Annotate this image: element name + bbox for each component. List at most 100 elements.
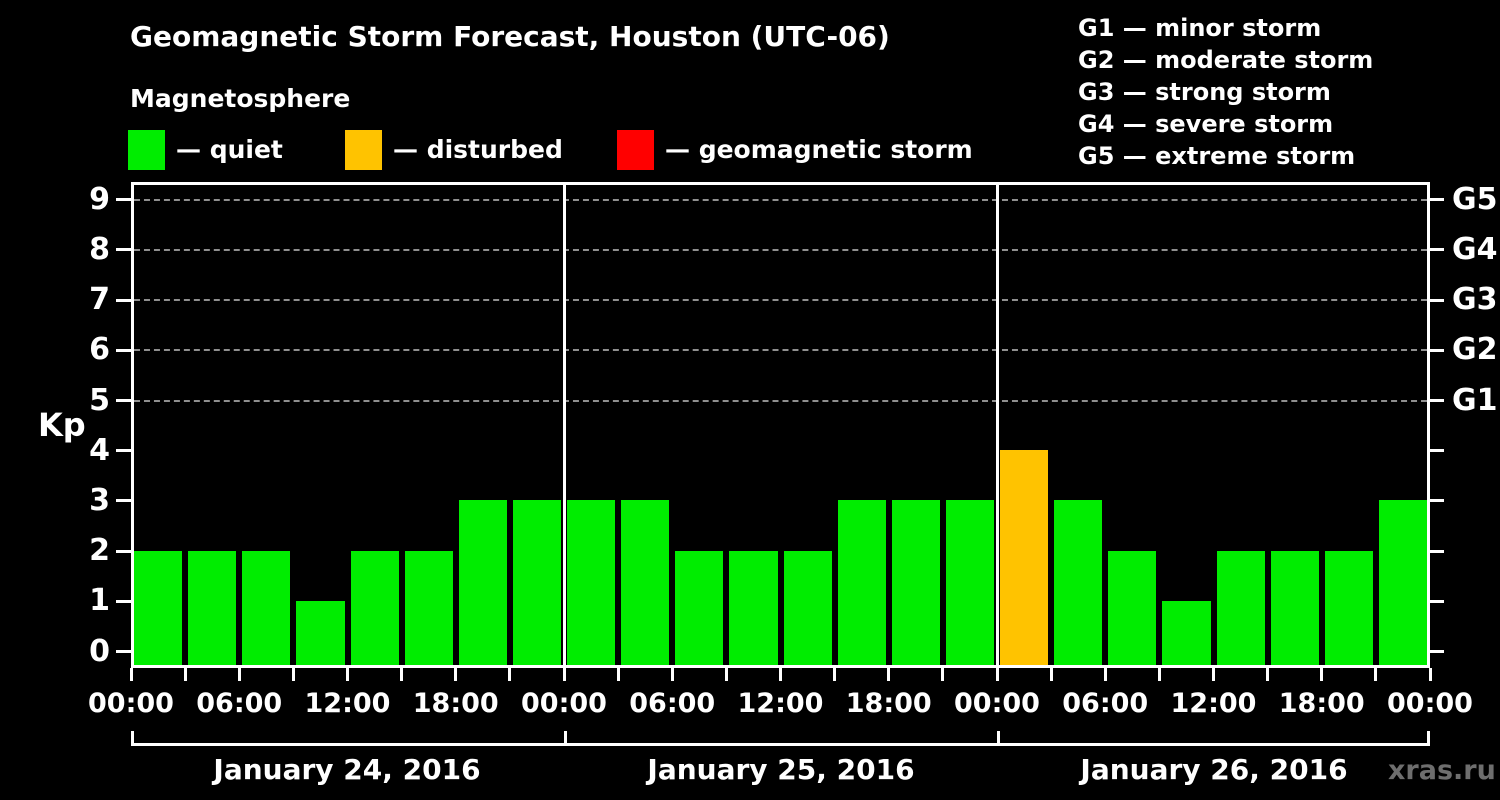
y-axis-tick-right-4: [1429, 449, 1444, 453]
disturbed-swatch: [345, 130, 382, 170]
day-separator-1: [562, 185, 566, 665]
kp-axis-label: Kp: [38, 406, 86, 444]
y-tick-label-1: 1: [89, 583, 110, 619]
g-scale-label-g3: G3: [1452, 282, 1498, 318]
gridline-kp6: [134, 349, 1427, 352]
y-tick-label-4: 4: [89, 432, 110, 468]
kp-bar-day1-slot2: [188, 550, 237, 665]
y-axis-tick-9: [116, 198, 131, 202]
x-axis-tick-3: [291, 668, 295, 681]
kp-bar-day3-slot2: [1054, 500, 1103, 665]
y-axis-tick-right-6: [1429, 348, 1444, 352]
x-axis-tick-0: [129, 668, 133, 681]
kp-bar-day1-slot5: [350, 550, 399, 665]
y-axis-tick-right-0: [1429, 650, 1444, 653]
x-axis-tick-2: [237, 668, 241, 681]
xras-watermark: xras.ru: [1388, 755, 1496, 786]
g-scale-label-g1: G1: [1452, 382, 1498, 418]
x-axis-tick-5: [400, 668, 404, 681]
kp-bar-day2-slot3: [675, 550, 724, 665]
bracket-stub-1: [564, 731, 567, 746]
x-axis-tick-16: [995, 668, 999, 681]
y-axis-tick-0: [116, 650, 131, 653]
kp-bar-day1-slot1: [134, 550, 183, 665]
x-axis-tick-22: [1320, 668, 1324, 681]
y-tick-label-0: 0: [89, 633, 110, 669]
quiet-legend-label: — quiet: [176, 135, 283, 164]
magnetosphere-label: Magnetosphere: [130, 84, 351, 113]
kp-bar-day1-slot6: [404, 550, 453, 665]
kp-bar-day3-slot1: [1000, 450, 1049, 665]
y-tick-label-6: 6: [89, 332, 110, 368]
time-label-10: 12:00: [1170, 688, 1257, 719]
time-label-11: 18:00: [1278, 688, 1365, 719]
time-label-0: 00:00: [88, 688, 174, 719]
x-axis-tick-11: [724, 668, 728, 681]
y-tick-label-2: 2: [89, 533, 110, 569]
kp-bar-day1-slot8: [512, 500, 561, 665]
y-tick-label-7: 7: [89, 282, 110, 318]
x-axis-tick-6: [454, 668, 458, 681]
y-axis-tick-right-1: [1429, 599, 1444, 603]
y-axis-tick-right-9: [1429, 198, 1444, 202]
g-scale-label-g2: G2: [1452, 332, 1498, 368]
y-axis-tick-3: [116, 499, 131, 503]
g2-legend-line: G2 — moderate storm: [1078, 46, 1374, 74]
gridline-kp8: [134, 248, 1427, 251]
g-scale-label-g5: G5: [1452, 181, 1498, 217]
x-axis-tick-7: [508, 668, 512, 681]
y-axis-tick-7: [116, 298, 131, 302]
time-label-4: 00:00: [521, 688, 607, 719]
x-axis-tick-13: [833, 668, 837, 681]
g3-legend-line: G3 — strong storm: [1078, 78, 1331, 106]
x-axis-tick-18: [1103, 668, 1107, 681]
kp-bar-day2-slot5: [783, 550, 832, 665]
g-scale-label-g4: G4: [1452, 231, 1498, 267]
time-label-7: 18:00: [845, 688, 932, 719]
day-separator-2: [995, 185, 999, 665]
y-axis-tick-6: [116, 348, 131, 352]
quiet-swatch: [128, 130, 165, 170]
kp-bar-day2-slot6: [837, 500, 886, 665]
kp-bar-day3-slot3: [1108, 550, 1157, 665]
x-axis-tick-19: [1157, 668, 1161, 681]
disturbed-legend-label: — disturbed: [393, 135, 563, 164]
chart-title: Geomagnetic Storm Forecast, Houston (UTC…: [130, 20, 890, 53]
x-axis-tick-8: [562, 668, 566, 681]
y-axis-tick-5: [116, 399, 131, 402]
y-axis-tick-right-5: [1429, 399, 1444, 402]
x-axis-tick-9: [616, 668, 620, 681]
x-axis-tick-24: [1428, 668, 1432, 681]
kp-bar-day1-slot7: [458, 500, 507, 665]
day-bracket-line: [131, 743, 1430, 746]
y-axis-tick-4: [116, 449, 131, 453]
kp-bar-day3-slot6: [1270, 550, 1319, 665]
storm-legend-label: — geomagnetic storm: [665, 135, 973, 164]
y-tick-label-3: 3: [89, 482, 110, 518]
kp-bar-day2-slot4: [729, 550, 778, 665]
time-label-6: 12:00: [737, 688, 824, 719]
y-axis-tick-2: [116, 549, 131, 553]
gridline-kp5: [134, 399, 1427, 402]
kp-bar-day3-slot4: [1162, 600, 1211, 665]
x-axis-tick-21: [1266, 668, 1270, 681]
kp-bar-day1-slot3: [242, 550, 291, 665]
bracket-stub-3: [1427, 731, 1430, 746]
x-axis-tick-14: [887, 668, 891, 681]
x-axis-tick-12: [779, 668, 782, 681]
gridline-kp9: [134, 198, 1427, 201]
time-label-8: 00:00: [954, 688, 1040, 719]
x-axis-tick-17: [1049, 668, 1053, 681]
kp-bar-day3-slot5: [1216, 550, 1265, 665]
date-label-jan24: January 24, 2016: [213, 753, 481, 786]
kp-bar-day1-slot4: [296, 600, 345, 665]
x-axis-tick-1: [183, 668, 187, 681]
y-axis-tick-right-8: [1429, 248, 1444, 252]
time-label-3: 18:00: [412, 688, 499, 719]
y-tick-label-8: 8: [89, 231, 110, 267]
g1-legend-line: G1 — minor storm: [1078, 14, 1322, 42]
time-label-9: 06:00: [1062, 688, 1149, 719]
time-label-2: 12:00: [304, 688, 391, 719]
date-label-jan25: January 25, 2016: [647, 753, 915, 786]
